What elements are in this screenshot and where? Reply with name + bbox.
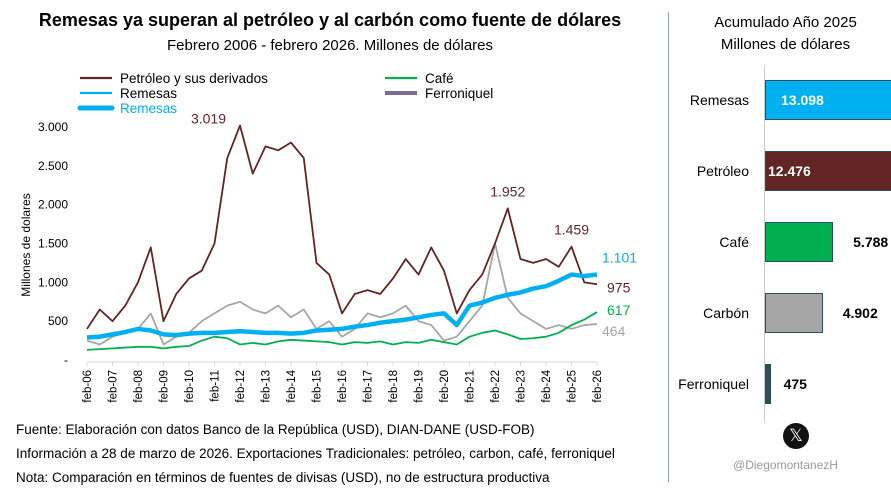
x-tick-label: feb-21 <box>465 370 477 403</box>
data-label-remesas: 1.101 <box>602 249 637 265</box>
legend-label: Petróleo y sus derivados <box>120 71 268 86</box>
data-label-petroleo: 1.459 <box>554 222 589 238</box>
bar-category-label: Café <box>719 234 749 250</box>
legend-label: Remesas <box>120 86 177 101</box>
x-tick-label: feb-19 <box>414 370 426 403</box>
x-tick-label: feb-08 <box>133 370 145 403</box>
bar-value-label: 5.788 <box>853 234 889 250</box>
chart-title: Remesas ya superan al petróleo y al carb… <box>38 10 622 30</box>
series-line-remesas <box>86 272 598 340</box>
x-tick-label: feb-23 <box>516 370 528 403</box>
data-label-cafe: 617 <box>607 302 631 318</box>
chart-subtitle: Febrero 2006 - febrero 2026. Millones de… <box>166 37 494 54</box>
x-tick-label: feb-16 <box>337 370 349 403</box>
x-tick-label: feb-07 <box>108 370 120 403</box>
y-tick-label: 500 <box>48 314 68 328</box>
x-tick-label: feb-20 <box>439 370 451 403</box>
bar-axis <box>764 66 765 422</box>
data-label-carbon: 464 <box>602 323 626 339</box>
y-tick-label: - <box>64 353 68 367</box>
series-line-café <box>86 311 598 351</box>
x-tick-label: feb-24 <box>541 369 553 402</box>
series-line-carbón <box>86 242 598 346</box>
series-line-petróleo <box>86 124 598 330</box>
x-tick-label: feb-17 <box>363 370 375 403</box>
y-tick-label: 1.000 <box>38 275 68 289</box>
y-axis-label: Millones de dolares <box>19 193 33 296</box>
x-tick-label: feb-26 <box>592 370 604 403</box>
x-tick-label: feb-10 <box>184 370 196 403</box>
x-tick-label: feb-11 <box>210 370 222 402</box>
line-chart: - 500 1.000 1.500 2.000 2.500 3.000 Millones de… <box>19 71 637 403</box>
x-tick-label: feb-13 <box>261 370 273 403</box>
x-tick-label: feb-18 <box>388 370 400 403</box>
y-tick-label: 2.500 <box>38 159 68 173</box>
bar-petróleo <box>765 151 891 191</box>
x-tick-label: feb-15 <box>312 370 324 403</box>
bar-value-label: 13.098 <box>781 92 824 108</box>
data-label-petroleo: 1.952 <box>490 183 525 199</box>
footer-source: Fuente: Elaboración con datos Banco de l… <box>16 422 535 437</box>
x-tick-label: feb-25 <box>567 370 579 403</box>
footer-note: Nota: Comparación en términos de fuentes… <box>16 470 550 485</box>
bar-remesas <box>765 80 891 120</box>
bar-category-label: Ferroniquel <box>678 376 749 392</box>
bar-subtitle: Millones de dólares <box>720 36 851 53</box>
legend-label: Café <box>425 71 454 86</box>
x-tick-label: feb-12 <box>235 370 247 403</box>
bar-category-label: Carbón <box>703 305 749 321</box>
footer-info: Información a 28 de marzo de 2026. Expor… <box>16 446 615 461</box>
bar-café <box>765 222 834 262</box>
legend-label: Ferroniquel <box>425 86 493 101</box>
legend-label: Remesas <box>120 101 177 116</box>
y-tick-label: 1.500 <box>38 237 68 251</box>
bar-ferroniquel <box>765 364 771 404</box>
bar-value-label: 475 <box>783 376 807 392</box>
bar-category-label: Petróleo <box>696 163 749 179</box>
data-label-petroleo: 975 <box>607 279 631 295</box>
x-tick-label: feb-22 <box>490 370 502 403</box>
author-handle: @DiegomontanezH <box>733 458 838 472</box>
bar-category-label: Remesas <box>689 92 749 108</box>
y-tick-label: 3.000 <box>38 120 68 134</box>
bar-value-label: 12.476 <box>768 163 811 179</box>
x-tick-label: feb-06 <box>82 370 94 403</box>
bar-carbón <box>765 293 823 333</box>
x-tick-label: feb-14 <box>286 369 298 402</box>
bar-chart-title: Acumulado Año 2025 Millones de dólares <box>680 12 891 56</box>
y-tick-label: 2.000 <box>38 198 68 212</box>
x-tick-label: feb-09 <box>159 370 171 403</box>
bar-value-label: 4.902 <box>842 305 878 321</box>
data-label-petroleo: 3.019 <box>191 111 226 127</box>
bar-title: Acumulado Año 2025 <box>714 14 857 31</box>
x-logo-icon: 𝕏 <box>783 423 809 449</box>
divider <box>668 12 669 482</box>
